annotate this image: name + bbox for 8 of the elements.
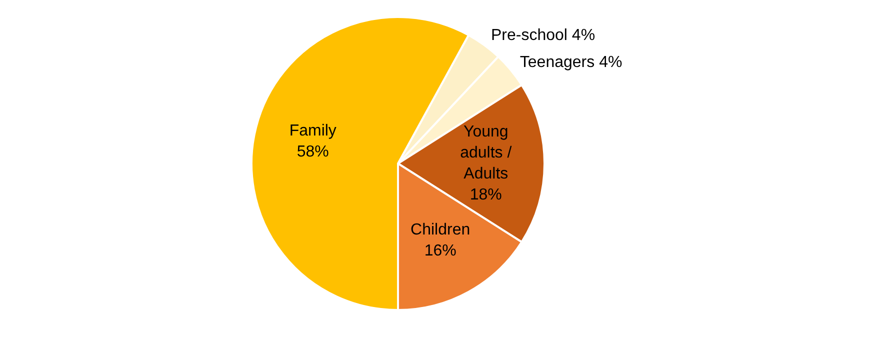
slice-label: Pre-school 4% xyxy=(491,26,596,44)
slice-label: Children xyxy=(410,221,470,238)
data-label: 58% xyxy=(296,144,329,161)
slice-label: Teenagers 4% xyxy=(520,54,622,72)
data-label: 16% xyxy=(424,242,456,260)
slice-label: Young adults / Adults xyxy=(460,123,512,182)
data-label: 18% xyxy=(470,186,502,204)
slice-label: Family xyxy=(289,122,336,140)
